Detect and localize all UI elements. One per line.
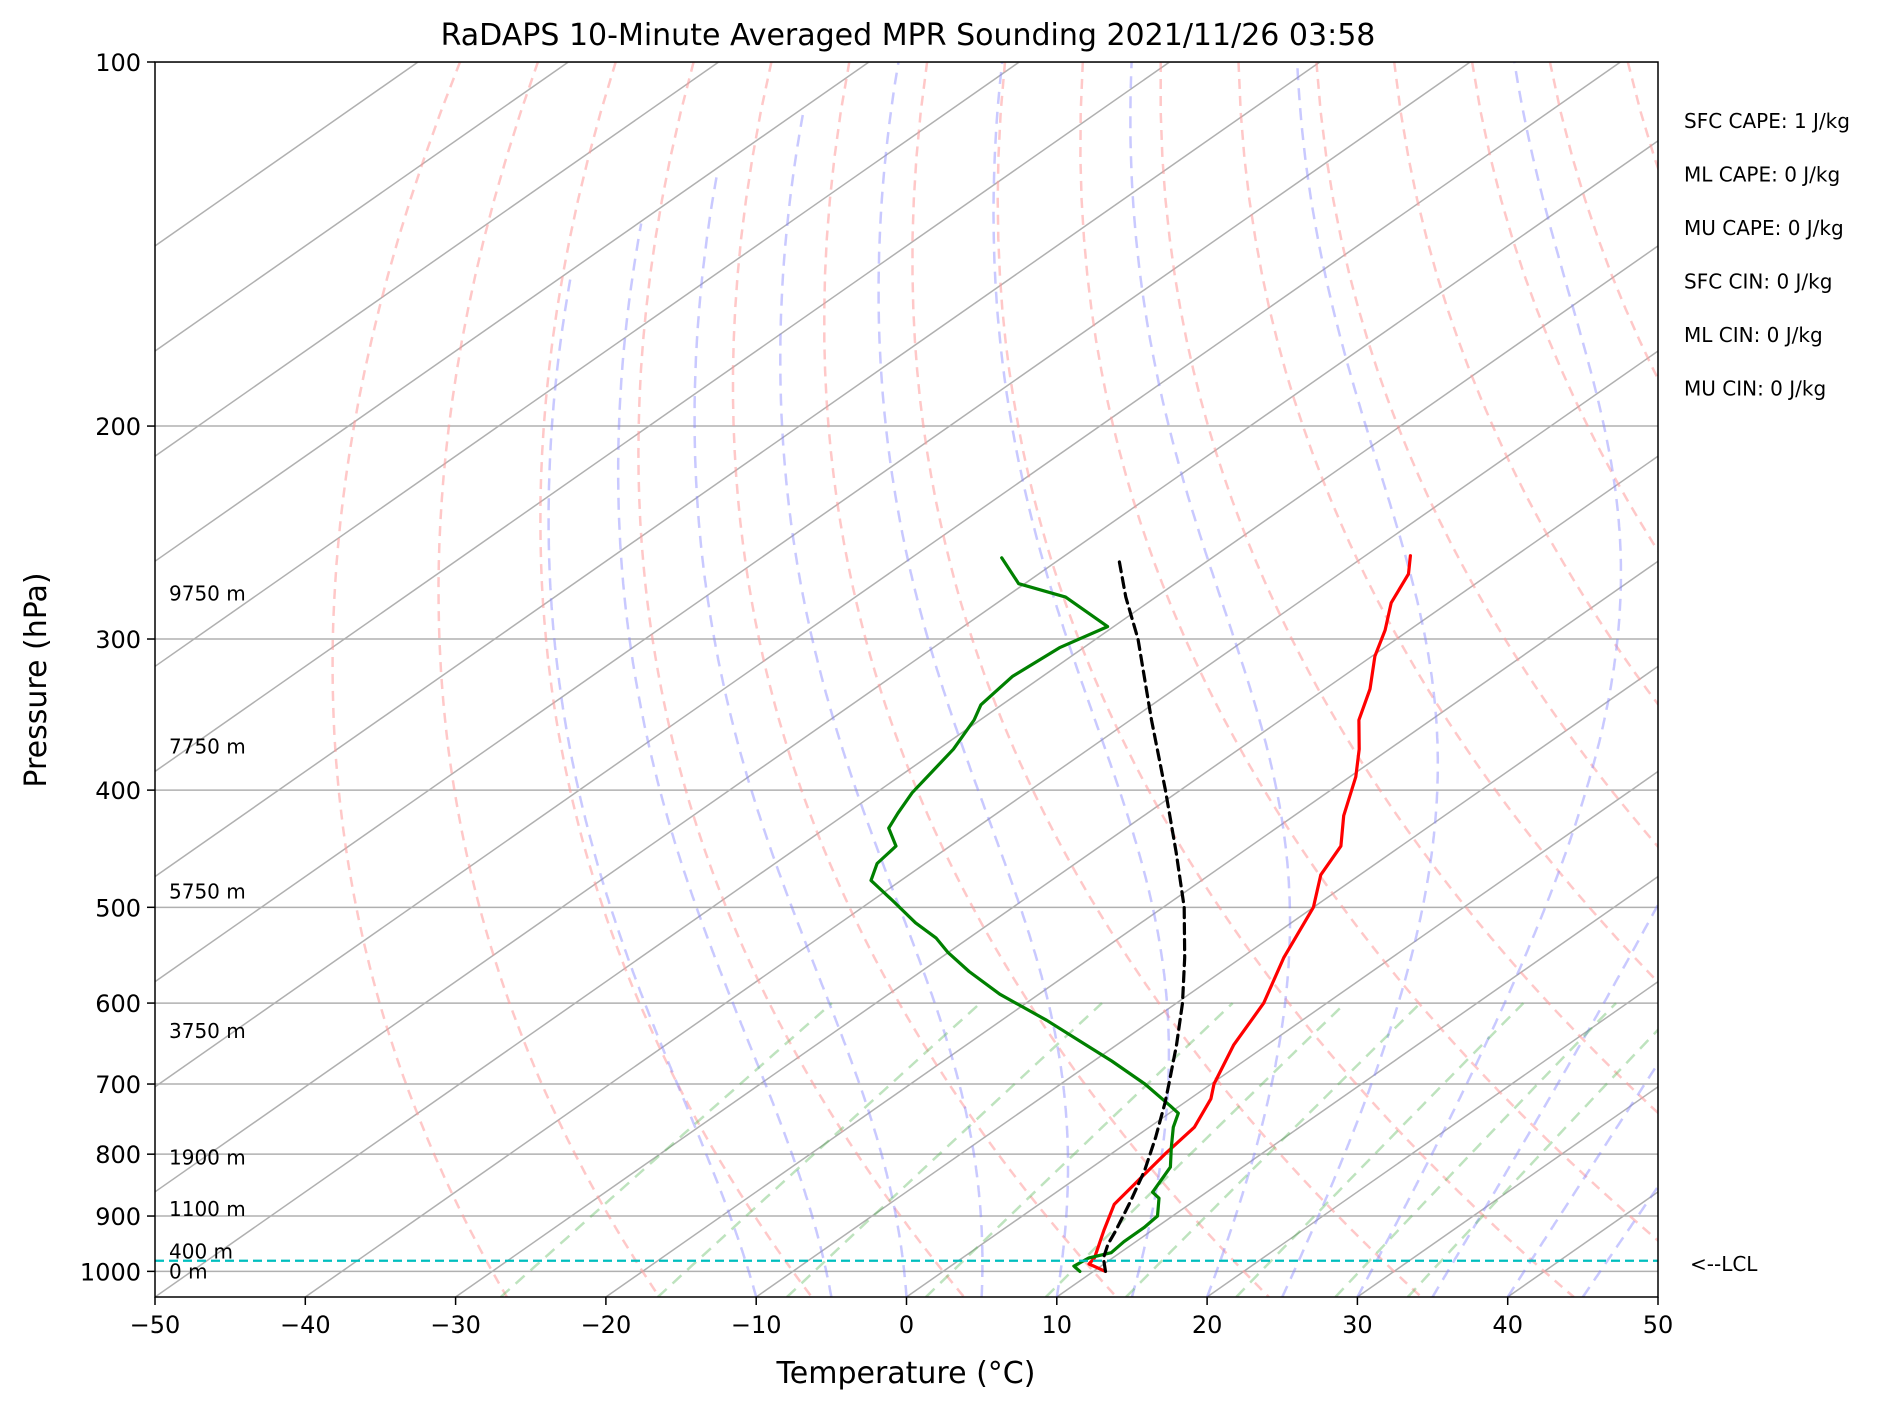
background-lines: [155, 62, 1658, 1297]
lcl-label: <--LCL: [1690, 1252, 1758, 1276]
moist-adiabat-line: [779, 111, 984, 1297]
isotherm-line: [605, 560, 1658, 1297]
isotherm-line: [155, 62, 1471, 983]
dry-adiabat-line: [539, 62, 813, 1297]
isotherm-line: [155, 62, 1321, 878]
dry-adiabat-line: [1392, 62, 1658, 707]
x-tick-label: 50: [1643, 1311, 1674, 1339]
mixing-ratio-line: [1125, 1002, 1422, 1297]
y-tick-label: 900: [95, 1203, 141, 1231]
isotherm-line: [155, 139, 1658, 1193]
height-label: 0 m: [169, 1259, 208, 1283]
x-tick-label: −20: [581, 1311, 632, 1339]
dry-adiabat-line: [1159, 62, 1658, 1115]
x-tick-label: 30: [1342, 1311, 1373, 1339]
height-label: 7750 m: [169, 734, 246, 758]
moist-adiabat-line: [1356, 62, 1623, 1297]
sounding-profiles: [155, 554, 1658, 1273]
x-tick-label: 10: [1042, 1311, 1073, 1339]
isotherm-line: [155, 62, 870, 563]
mixing-ratio-line: [499, 1002, 833, 1297]
mixing-ratio-line: [786, 1002, 1103, 1297]
x-axis-ticks: −50 −40 −30 −20 −10 0 10 20 30 40 50: [130, 1297, 1674, 1339]
dry-adiabat-line: [911, 62, 1423, 1297]
parcel-path-line: [1101, 558, 1187, 1273]
stability-index-label: SFC CAPE: 1 J/kg: [1684, 109, 1850, 133]
dry-adiabat-line: [437, 62, 661, 1297]
moist-adiabat-line: [547, 274, 758, 1297]
isotherm-line: [155, 62, 1170, 773]
isotherm-line: [1206, 980, 1658, 1297]
chart-title: RaDAPS 10-Minute Averaged MPR Sounding 2…: [441, 18, 1376, 53]
isotherm-line: [1056, 875, 1658, 1297]
mixing-ratio-line: [925, 1002, 1234, 1297]
temperature-profile-line: [1087, 554, 1412, 1273]
moist-adiabat-line: [992, 62, 1171, 1297]
height-label: 1900 m: [169, 1145, 246, 1169]
moist-adiabat-line: [877, 62, 1070, 1297]
stability-index-label: SFC CIN: 0 J/kg: [1684, 270, 1832, 294]
isotherm-line: [155, 62, 1621, 1088]
moist-adiabat-line: [1281, 62, 1440, 1297]
x-tick-label: −50: [130, 1311, 181, 1339]
moist-adiabat-line: [1431, 902, 1658, 1297]
height-label: 9750 m: [169, 581, 246, 605]
y-axis-ticks: 100 200 300 400 500 600 700 800 900 1000: [80, 49, 155, 1286]
stability-index-label: MU CIN: 0 J/kg: [1684, 377, 1826, 401]
x-tick-label: 20: [1192, 1311, 1223, 1339]
dry-adiabat-line: [331, 62, 508, 1297]
y-tick-label: 200: [95, 413, 141, 441]
mixing-ratio-line: [1235, 1002, 1525, 1297]
height-label: 3750 m: [169, 1019, 246, 1043]
dry-adiabat-line: [1079, 62, 1658, 1243]
height-labels: 9750 m 7750 m 5750 m 3750 m 1900 m 1100 m 400 …: [169, 581, 246, 1283]
y-tick-label: 800: [95, 1141, 141, 1169]
moist-adiabat-line: [693, 174, 908, 1297]
x-axis-label: Temperature (°C): [776, 1356, 1036, 1391]
isotherm-line: [155, 62, 569, 352]
moist-adiabat-line: [1581, 1184, 1658, 1297]
y-tick-label: 1000: [80, 1258, 141, 1286]
isotherm-line: [155, 62, 1020, 668]
isotherm-line: [906, 770, 1658, 1297]
x-tick-label: −30: [430, 1311, 481, 1339]
dry-adiabat-line: [1237, 62, 1658, 984]
isotherm-line: [155, 62, 720, 458]
stability-indices: SFC CAPE: 1 J/kg ML CAPE: 0 J/kg MU CAPE: …: [1684, 109, 1850, 401]
dry-adiabat-line: [637, 62, 966, 1297]
y-tick-label: 400: [95, 777, 141, 805]
mixing-ratio-line: [1334, 1002, 1617, 1297]
isotherm-line: [304, 350, 1658, 1297]
dry-adiabat-line: [823, 62, 1270, 1297]
x-tick-label: −40: [280, 1311, 331, 1339]
mixing-ratio-line: [656, 1002, 982, 1297]
mixing-ratio-line: [1044, 1002, 1347, 1297]
x-tick-label: −10: [731, 1311, 782, 1339]
moist-adiabat-line: [616, 223, 833, 1297]
lcl-marker: <--LCL: [1690, 1252, 1758, 1276]
y-tick-label: 100: [95, 49, 141, 77]
y-axis-label: Pressure (hPa): [19, 572, 54, 787]
dry-adiabat-line: [731, 62, 1118, 1297]
dewpoint-profile-line: [869, 556, 1180, 1273]
y-tick-label: 700: [95, 1071, 141, 1099]
x-tick-label: 40: [1492, 1311, 1523, 1339]
stability-index-label: ML CAPE: 0 J/kg: [1684, 163, 1840, 187]
moist-adiabat-line: [1506, 1061, 1658, 1297]
y-tick-label: 500: [95, 894, 141, 922]
height-label: 1100 m: [169, 1197, 246, 1221]
y-tick-label: 600: [95, 990, 141, 1018]
y-tick-label: 300: [95, 626, 141, 654]
stability-index-label: ML CIN: 0 J/kg: [1684, 323, 1823, 347]
stability-index-label: MU CAPE: 0 J/kg: [1684, 216, 1844, 240]
x-tick-label: 0: [899, 1311, 914, 1339]
isotherm-line: [155, 245, 1658, 1297]
isotherm-line: [1356, 1085, 1658, 1297]
moist-adiabat-line: [1129, 62, 1292, 1297]
isotherm-line: [455, 455, 1658, 1297]
height-label: 5750 m: [169, 879, 246, 903]
height-label: 400 m: [169, 1240, 233, 1264]
